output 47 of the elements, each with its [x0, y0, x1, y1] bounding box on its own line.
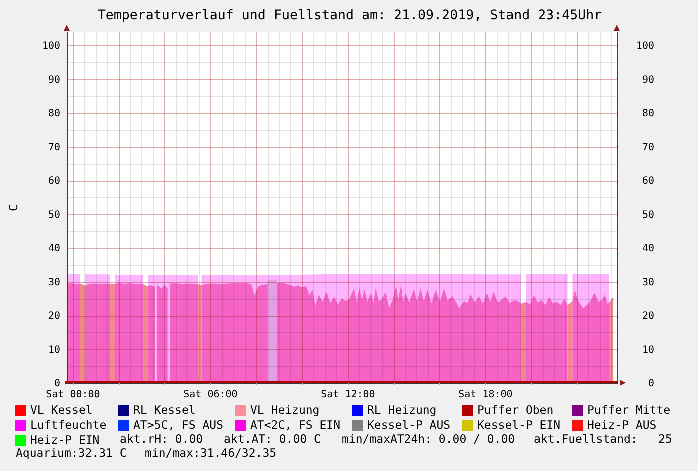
text: akt.rH: 0.00 — [120, 432, 204, 446]
x-tick-label: Sat 00:00 — [46, 390, 100, 400]
x-tick-label: Sat 12:00 — [321, 390, 376, 400]
text: min/maxAT24h: 0.00 / 0.00 — [342, 432, 516, 446]
text: akt.Fuellstand: 25 — [534, 432, 672, 446]
y-tick-label: 90 — [48, 74, 60, 86]
y-tick-label: 0 — [54, 378, 60, 390]
y2-tick-label: 0 — [648, 378, 654, 390]
legend-label: RL Heizung — [368, 402, 437, 417]
legend-label: Kessel-P AUS — [368, 418, 451, 432]
y2-tick-label: 60 — [642, 176, 654, 187]
text: akt.AT: 0.00 C — [224, 432, 321, 446]
y-tick-label: 60 — [48, 176, 60, 187]
legend-label: Kessel-P EIN — [478, 418, 561, 432]
legend-label: Luftfeuchte — [30, 418, 107, 432]
y2-tick-label: 90 — [642, 74, 654, 86]
x-tick-label: Sat 06:00 — [184, 390, 238, 400]
y2-tick-label: 10 — [642, 344, 654, 356]
y2-tick-label: 50 — [642, 210, 654, 221]
y-tick-label: 70 — [48, 142, 60, 154]
y-axis-title: C — [6, 204, 20, 212]
y2-tick-label: 30 — [642, 277, 654, 288]
legend-label: Heiz-P EIN — [30, 432, 100, 447]
y2-tick-label: 70 — [642, 142, 654, 154]
text: min/max:31.46/32.35 — [145, 446, 277, 460]
y-tick-label: 80 — [48, 108, 60, 120]
y-tick-label: 10 — [48, 344, 60, 356]
legend-label: RL Kessel — [134, 402, 196, 417]
y-tick-label: 100 — [42, 41, 60, 52]
y2-tick-label: 20 — [642, 311, 654, 322]
y-tick-label: 30 — [48, 277, 60, 288]
y2-tick-label: 80 — [642, 108, 654, 120]
legend-label: Puffer Oben — [478, 402, 554, 417]
x-tick-label: Sat 18:00 — [458, 390, 513, 400]
chart-title: Temperaturverlauf und Fuellstand am: 21.09.2019, Stand 23:45Uhr — [98, 8, 602, 24]
y-tick-label: 40 — [48, 244, 60, 254]
y2-tick-label: 40 — [642, 244, 654, 254]
legend-label: AT<2C, FS EIN — [250, 418, 341, 432]
legend-label: VL Kessel — [30, 402, 93, 417]
legend-label: AT>5C, FS AUS — [134, 418, 224, 432]
legend-label: VL Heizung — [250, 402, 320, 417]
y-tick-label: 20 — [48, 311, 60, 322]
y-tick-label: 50 — [48, 210, 60, 221]
legend-label: Puffer Mitte — [588, 402, 671, 417]
legend-label: Heiz-P AUS — [588, 418, 657, 432]
text: Aquarium:32.31 C — [16, 446, 127, 460]
y2-tick-label: 100 — [636, 41, 654, 52]
